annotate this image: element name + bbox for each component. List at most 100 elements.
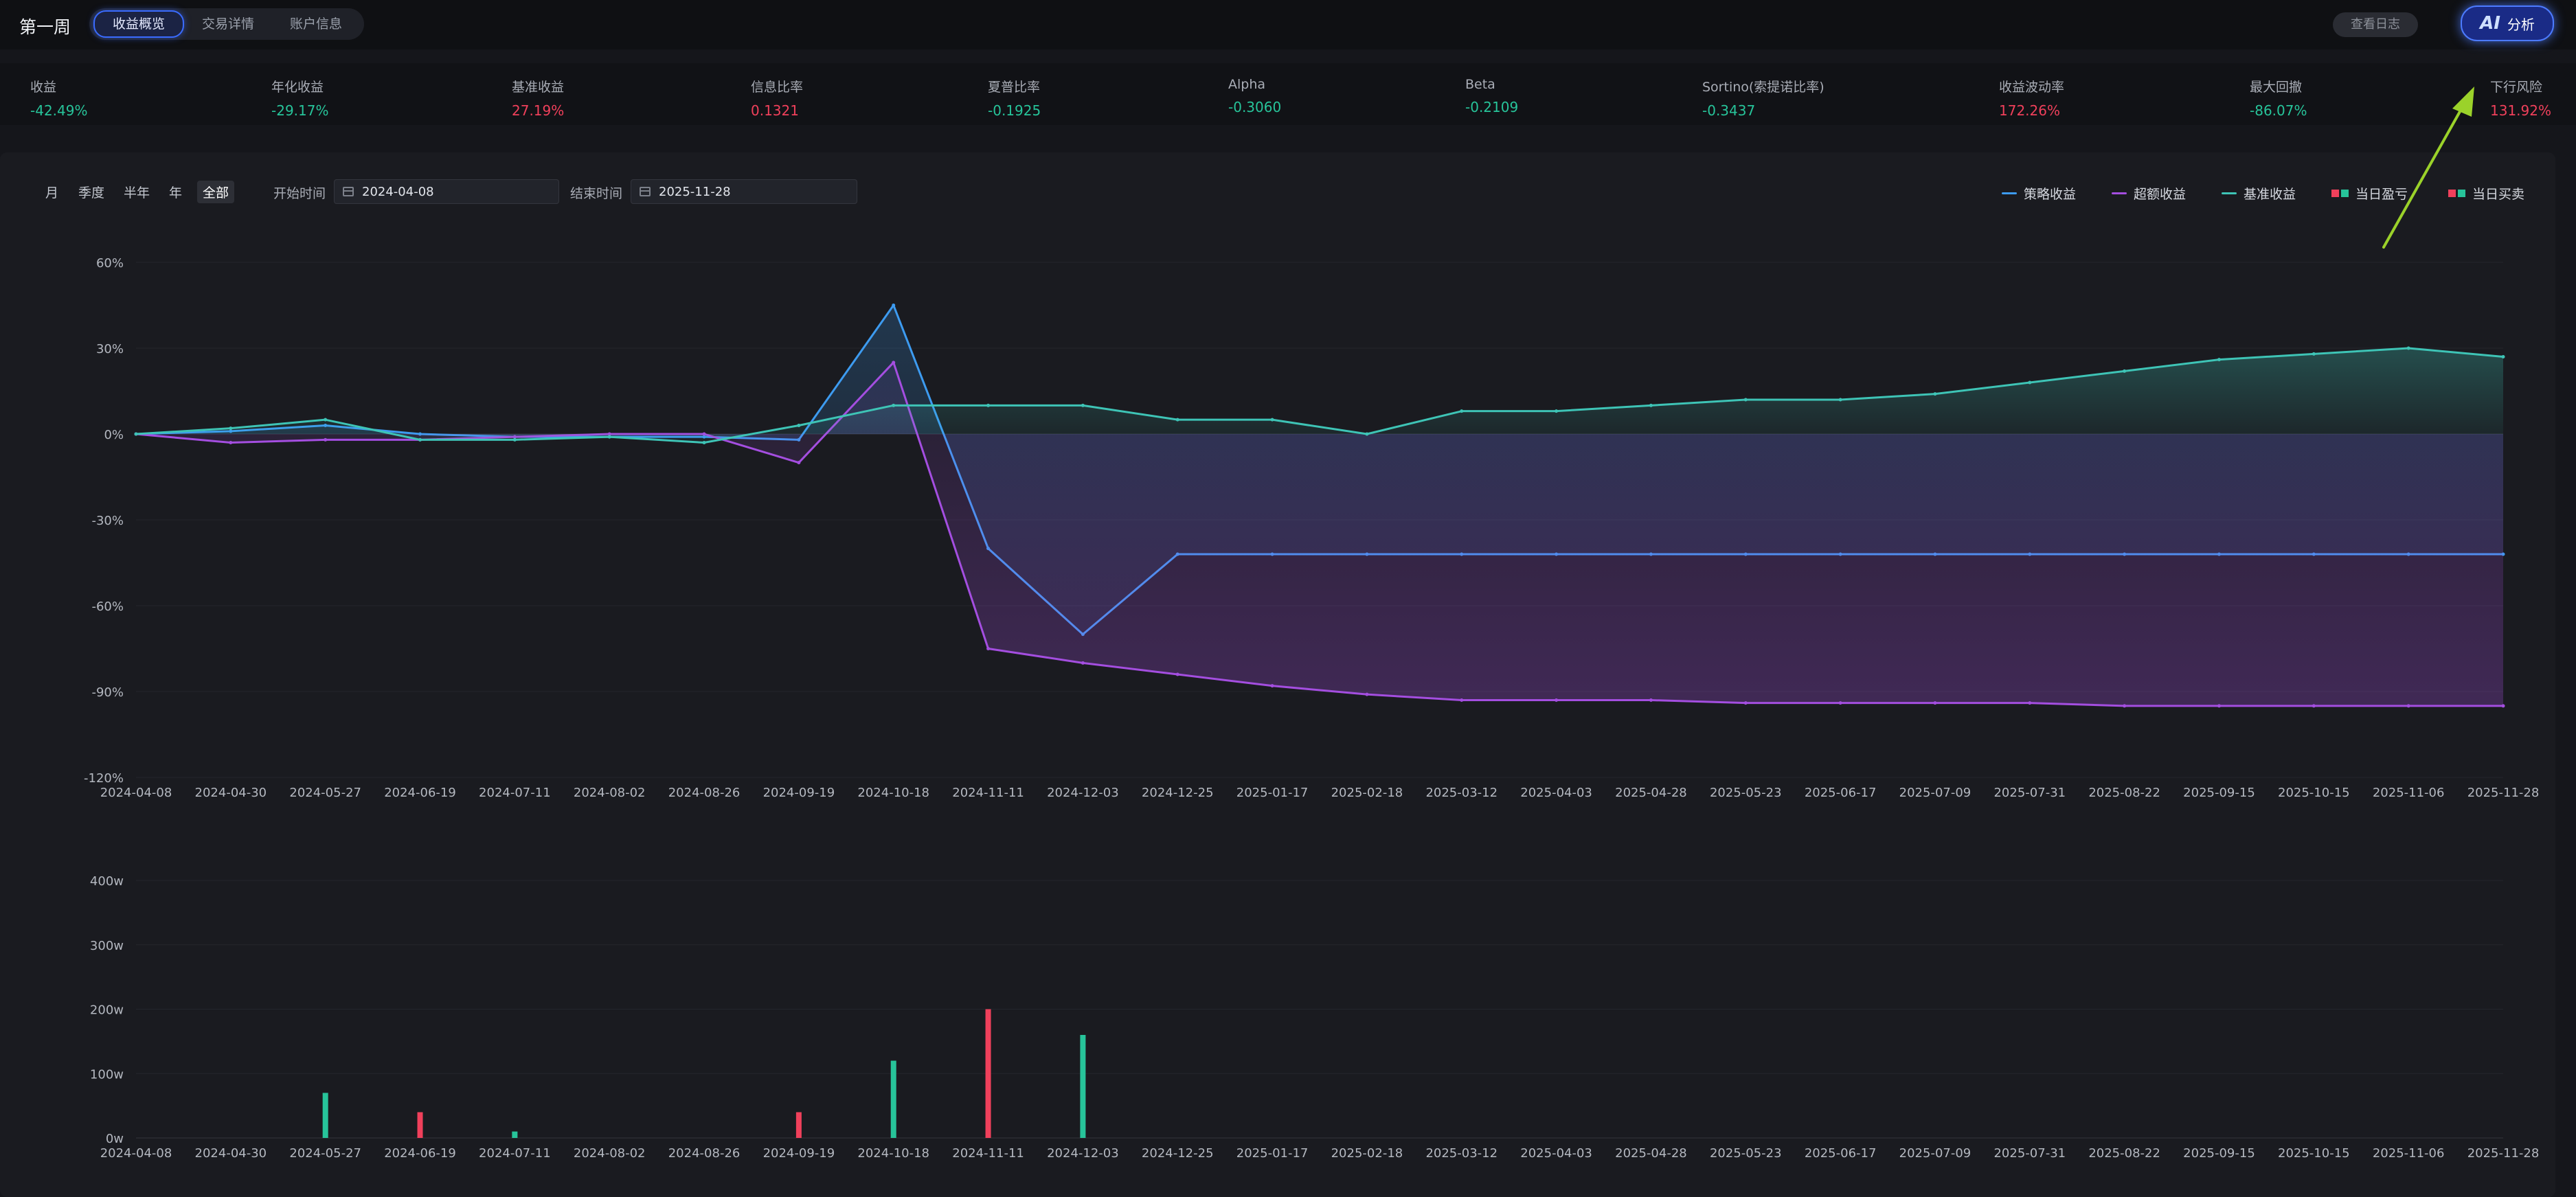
x-tick-label: 2025-08-22 [2088,1146,2160,1161]
x-tick-label: 2024-05-27 [289,1146,361,1161]
series-excess-point [1175,672,1179,676]
ai-analysis-button[interactable]: AI 分析 [2461,5,2554,41]
x-tick-label: 2024-09-19 [763,786,835,800]
series-benchmark-point [986,403,991,407]
series-benchmark-point [2406,346,2410,350]
metric-value: -0.3437 [1702,102,1756,119]
metric-downside-risk: 下行风险 131.92% [2490,77,2551,119]
tab-trade-details[interactable]: 交易详情 [202,16,255,32]
end-date-input[interactable]: 2025-11-28 [631,179,857,204]
series-benchmark-point [418,437,422,442]
series-benchmark-point [702,441,706,444]
period-quarter[interactable]: 季度 [78,185,105,201]
trade-bar [322,1093,328,1138]
series-excess-point [2501,704,2505,708]
series-excess-point [2028,701,2032,705]
legend-daily-pnl[interactable]: 当日盈亏 [2331,184,2408,203]
series-excess-point [1270,684,1274,688]
series-benchmark-point [2217,358,2221,362]
series-excess-point [229,441,233,444]
legend-squares [2331,190,2349,197]
series-benchmark-point [797,424,801,427]
x-tick-label: 2025-05-23 [1710,786,1782,800]
x-tick-label: 2025-09-15 [2183,1146,2255,1161]
series-excess-point [892,361,896,365]
series-excess-point [1365,692,1369,696]
series-excess-point [1933,701,1937,705]
x-tick-label: 2024-04-08 [100,1146,172,1161]
x-tick-label: 2025-11-28 [2467,1146,2540,1161]
view-log-button[interactable]: 查看日志 [2333,12,2418,37]
y-tick-label: 300w [90,939,124,953]
trade-bar [512,1131,518,1138]
series-benchmark-point [134,432,138,436]
legend-excess[interactable]: 超额收益 [2112,184,2186,203]
x-tick-label: 2025-03-12 [1425,786,1498,800]
series-excess-point [2123,704,2127,708]
period-half-year[interactable]: 半年 [124,185,150,201]
ai-icon: AI [2480,13,2500,34]
period-all[interactable]: 全部 [197,181,235,203]
x-tick-label: 2025-04-28 [1615,786,1687,800]
series-benchmark-point [1555,409,1559,413]
series-excess-area [136,362,2503,706]
metric-label: 收益 [30,80,57,95]
y-tick-label: -30% [91,514,124,528]
metric-label: 下行风险 [2490,80,2543,95]
metric-value: 131.92% [2490,102,2551,119]
series-excess-point [2312,704,2316,708]
metric-annual-return: 年化收益 -29.17% [271,77,328,119]
trade-bar [1080,1035,1086,1138]
x-tick-label: 2024-09-19 [763,1146,835,1161]
legend-benchmark[interactable]: 基准收益 [2222,184,2296,203]
legend-label: 基准收益 [2244,187,2296,202]
x-tick-label: 2024-11-11 [952,786,1024,800]
start-date-value: 2024-04-08 [362,185,434,199]
x-tick-label: 2025-07-31 [1993,1146,2066,1161]
metric-label: 最大回撤 [2250,80,2303,95]
tab-account-info[interactable]: 账户信息 [290,16,343,32]
x-tick-label: 2025-09-15 [2183,786,2255,800]
x-tick-label: 2025-04-03 [1520,1146,1592,1161]
y-tick-label: 200w [90,1003,124,1018]
start-date-input[interactable]: 2024-04-08 [334,179,559,204]
legend-line [2112,192,2127,194]
x-tick-label: 2024-08-26 [668,786,741,800]
metrics-row: 收益 -42.49% 年化收益 -29.17% 基准收益 27.19% 信息比率 0.1… [0,63,2576,125]
x-tick-label: 2024-06-19 [384,786,456,800]
metric-label: Alpha [1228,77,1266,92]
x-tick-label: 2024-07-11 [479,1146,551,1161]
series-benchmark-point [2312,352,2316,356]
tab-overview[interactable]: 收益概览 [93,10,185,38]
x-tick-label: 2025-11-06 [2373,786,2445,800]
calendar-icon [343,187,354,196]
legend-strategy[interactable]: 策略收益 [2002,184,2076,203]
metric-label: 信息比率 [751,80,804,95]
x-tick-label: 2025-11-28 [2467,786,2540,800]
metric-max-drawdown: 最大回撤 -86.07% [2250,77,2307,119]
series-benchmark-point [512,437,517,442]
trade-bar [795,1112,802,1138]
series-benchmark-point [2123,369,2127,373]
ai-analysis-label: 分析 [2507,16,2535,33]
legend-daily-trades[interactable]: 当日买卖 [2448,184,2524,203]
metric-value: -0.2109 [1465,99,1519,115]
y-tick-label: 0% [104,428,124,442]
series-excess-point [324,437,328,442]
series-benchmark-point [2028,380,2032,385]
x-tick-label: 2024-11-11 [952,1146,1024,1161]
series-excess-point [986,647,991,650]
main-tabs: 收益概览 交易详情 账户信息 [89,8,365,40]
series-excess-point [1555,698,1559,702]
legend-squares [2448,190,2465,197]
period-month[interactable]: 月 [45,185,59,201]
series-excess-point [1460,698,1464,702]
series-benchmark-line [135,347,2504,444]
series-benchmark-point [1460,409,1464,413]
trade-bar [985,1009,991,1138]
x-tick-label: 2024-08-02 [574,1146,646,1161]
x-tick-label: 2024-08-02 [574,786,646,800]
period-year[interactable]: 年 [169,185,183,201]
x-tick-label: 2025-07-09 [1899,786,1971,800]
series-benchmark-point [2501,355,2505,358]
